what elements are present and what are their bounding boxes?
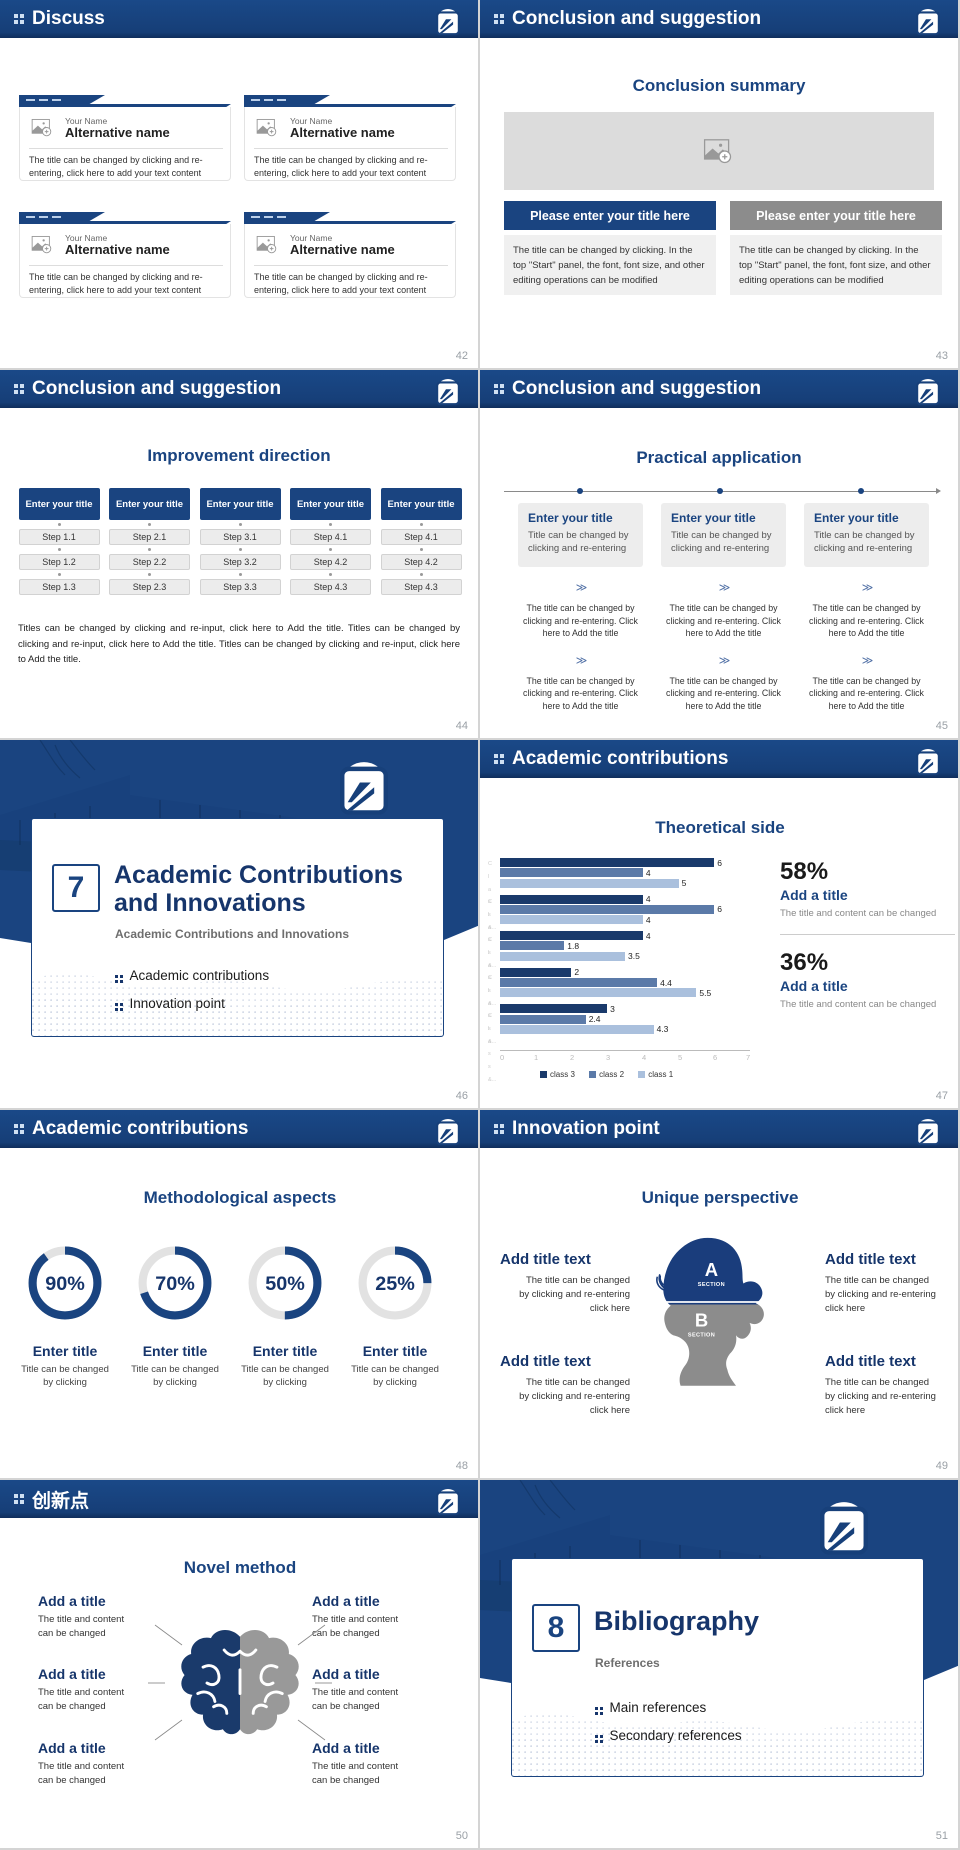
svg-text:25%: 25% [375,1273,415,1295]
svg-text:50%: 50% [265,1273,305,1295]
svg-text:SECTION: SECTION [688,1332,715,1338]
svg-text:SECTION: SECTION [698,1282,725,1288]
svg-text:70%: 70% [155,1273,195,1295]
svg-text:B: B [695,1310,708,1331]
svg-text:90%: 90% [45,1273,85,1295]
svg-text:A: A [705,1259,718,1280]
